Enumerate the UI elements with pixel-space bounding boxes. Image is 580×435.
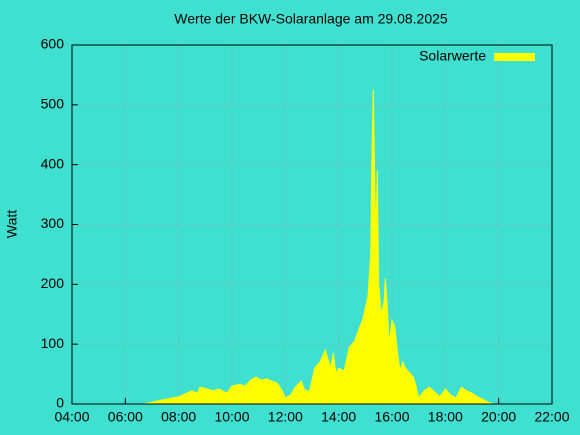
y-tick-label: 400 (41, 155, 65, 171)
y-tick-label: 600 (41, 36, 65, 52)
x-tick-label: 22:00 (534, 409, 569, 425)
x-tick-label: 14:00 (321, 409, 356, 425)
y-tick-label: 200 (41, 275, 65, 291)
y-tick-label: 100 (41, 335, 65, 351)
x-tick-label: 10:00 (214, 409, 249, 425)
y-tick-label: 0 (56, 395, 64, 411)
x-tick-label: 20:00 (481, 409, 516, 425)
y-axis-label: Watt (4, 210, 20, 238)
y-tick-label: 500 (41, 96, 65, 112)
area (143, 89, 494, 405)
y-tick-label: 300 (41, 215, 65, 231)
x-tick-label: 08:00 (161, 409, 196, 425)
x-tick-label: 04:00 (54, 409, 89, 425)
legend-label: Solarwerte (419, 48, 486, 64)
x-tick-label: 16:00 (374, 409, 409, 425)
x-tick-label: 12:00 (268, 409, 303, 425)
plot-border (71, 44, 553, 405)
x-tick-label: 18:00 (428, 409, 463, 425)
legend-swatch (494, 53, 535, 61)
x-tick-label: 06:00 (108, 409, 143, 425)
chart-title: Werte der BKW-Solaranlage am 29.08.2025 (174, 11, 448, 27)
